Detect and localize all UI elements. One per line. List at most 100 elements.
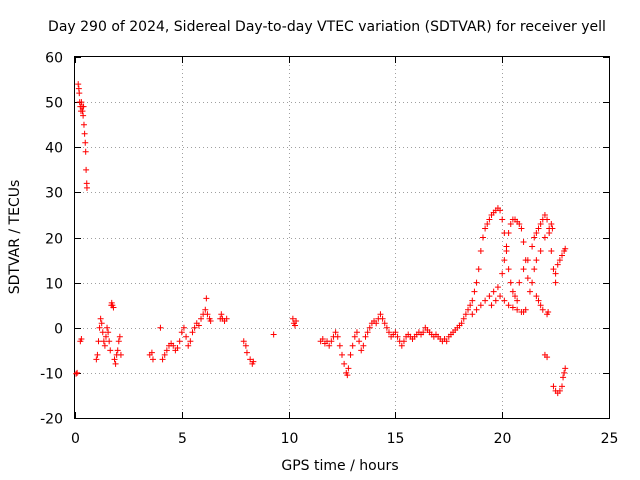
data-point: [420, 329, 427, 336]
data-point: [554, 261, 561, 268]
data-point: [507, 279, 514, 286]
y-tick-label: 10: [45, 277, 63, 293]
data-point: [102, 333, 109, 340]
data-point: [544, 216, 551, 223]
data-point: [347, 351, 354, 358]
data-point: [529, 279, 536, 286]
data-point: [114, 347, 121, 354]
data-point: [170, 342, 177, 349]
y-tick-label: 50: [45, 96, 63, 112]
x-tick-label: 10: [281, 431, 299, 447]
data-point: [95, 338, 102, 345]
data-point: [400, 338, 407, 345]
data-point: [198, 315, 205, 322]
data-point: [522, 306, 529, 313]
data-point: [492, 297, 499, 304]
y-tick-label: 30: [45, 186, 63, 202]
data-point: [339, 351, 345, 358]
data-point: [373, 320, 380, 327]
data-point: [358, 347, 365, 354]
data-point: [545, 308, 552, 315]
data-point: [185, 342, 192, 349]
data-point: [509, 304, 516, 311]
data-point: [494, 284, 501, 291]
data-point: [562, 365, 569, 372]
data-point: [349, 342, 356, 349]
data-point: [471, 288, 478, 295]
data-point: [75, 81, 82, 88]
data-point: [560, 374, 567, 381]
data-point: [96, 324, 103, 331]
data-point: [78, 99, 85, 106]
data-point: [509, 288, 516, 295]
data-point: [204, 311, 211, 318]
data-point: [490, 288, 497, 295]
data-point: [520, 266, 527, 273]
data-point: [475, 266, 482, 273]
data-point: [520, 239, 527, 246]
chart-title: Day 290 of 2024, Sidereal Day-to-day VTE…: [48, 19, 606, 35]
data-point: [552, 270, 559, 277]
data-point: [80, 112, 87, 119]
data-point: [332, 329, 339, 336]
data-point: [462, 311, 469, 318]
data-point: [548, 220, 555, 227]
data-point: [479, 234, 486, 241]
data-point: [100, 338, 107, 345]
data-point: [499, 216, 506, 223]
data-point: [73, 370, 80, 377]
y-tick-label: 40: [45, 141, 63, 157]
data-point: [497, 207, 504, 214]
data-point: [561, 369, 568, 376]
data-point: [486, 216, 493, 223]
plot-frame: [74, 56, 610, 419]
data-point: [105, 329, 112, 336]
data-point: [503, 243, 510, 250]
data-point: [394, 333, 401, 340]
data-point: [537, 248, 544, 255]
data-point: [533, 257, 540, 264]
data-point: [195, 322, 202, 329]
data-point: [549, 225, 556, 232]
data-point: [482, 225, 489, 232]
data-point: [385, 329, 392, 336]
data-point: [351, 333, 358, 340]
data-point: [176, 338, 183, 345]
x-axis-label: GPS time / hours: [281, 458, 398, 474]
data-point: [477, 248, 484, 255]
data-points: [73, 81, 569, 397]
data-point: [505, 302, 512, 309]
data-point: [163, 347, 170, 354]
data-point: [360, 342, 367, 349]
data-point: [524, 257, 531, 264]
data-point: [514, 306, 521, 313]
data-point: [469, 311, 476, 318]
data-point: [381, 320, 388, 327]
data-point: [484, 220, 491, 227]
data-point: [334, 333, 341, 340]
data-point: [550, 383, 557, 390]
data-point: [541, 234, 548, 241]
data-point: [111, 356, 118, 363]
data-point: [512, 293, 519, 300]
data-point: [178, 329, 185, 336]
data-point: [556, 387, 563, 394]
data-point: [106, 338, 113, 345]
data-point: [117, 351, 124, 358]
data-point: [110, 304, 117, 311]
data-point: [516, 220, 523, 227]
data-point: [83, 166, 90, 173]
data-point: [364, 329, 371, 336]
x-tick-label: 0: [71, 431, 80, 447]
data-point: [240, 338, 247, 345]
y-tick-label: 0: [54, 322, 63, 338]
data-point: [366, 324, 373, 331]
data-point: [97, 315, 104, 322]
y-tick-label: 20: [45, 232, 63, 248]
data-point: [101, 342, 108, 349]
data-point: [218, 311, 225, 318]
data-point: [531, 234, 538, 241]
data-point: [537, 302, 544, 309]
data-point: [223, 315, 230, 322]
data-point: [486, 293, 493, 300]
